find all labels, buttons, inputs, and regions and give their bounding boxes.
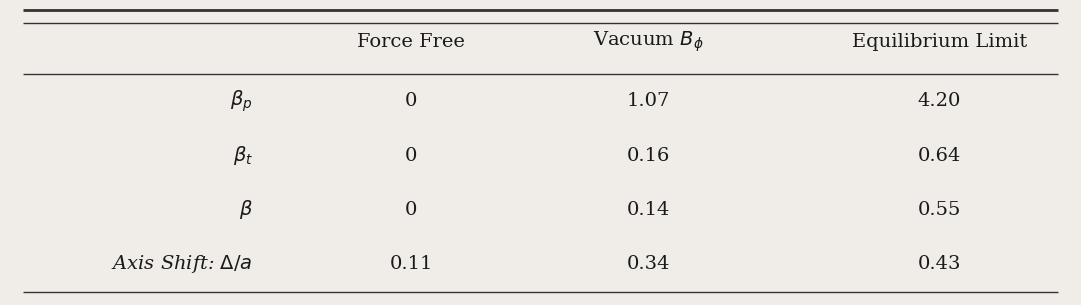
Text: 0.14: 0.14 <box>627 201 670 219</box>
Text: 1.07: 1.07 <box>627 92 670 110</box>
Text: $\beta_p$: $\beta_p$ <box>230 88 253 114</box>
Text: Force Free: Force Free <box>357 33 465 51</box>
Text: $\beta$: $\beta$ <box>239 199 253 221</box>
Text: 0.11: 0.11 <box>389 255 432 273</box>
Text: 0: 0 <box>405 92 417 110</box>
Text: Vacuum $B_{\phi}$: Vacuum $B_{\phi}$ <box>593 30 704 54</box>
Text: 4.20: 4.20 <box>918 92 961 110</box>
Text: 0.64: 0.64 <box>918 146 961 164</box>
Text: $\beta_t$: $\beta_t$ <box>232 144 253 167</box>
Text: 0: 0 <box>405 201 417 219</box>
Text: 0.55: 0.55 <box>918 201 961 219</box>
Text: Equilibrium Limit: Equilibrium Limit <box>852 33 1027 51</box>
Text: 0.34: 0.34 <box>627 255 670 273</box>
Text: 0.43: 0.43 <box>918 255 961 273</box>
Text: 0.16: 0.16 <box>627 146 670 164</box>
Text: Axis Shift: $\Delta / a$: Axis Shift: $\Delta / a$ <box>111 253 253 275</box>
Text: 0: 0 <box>405 146 417 164</box>
